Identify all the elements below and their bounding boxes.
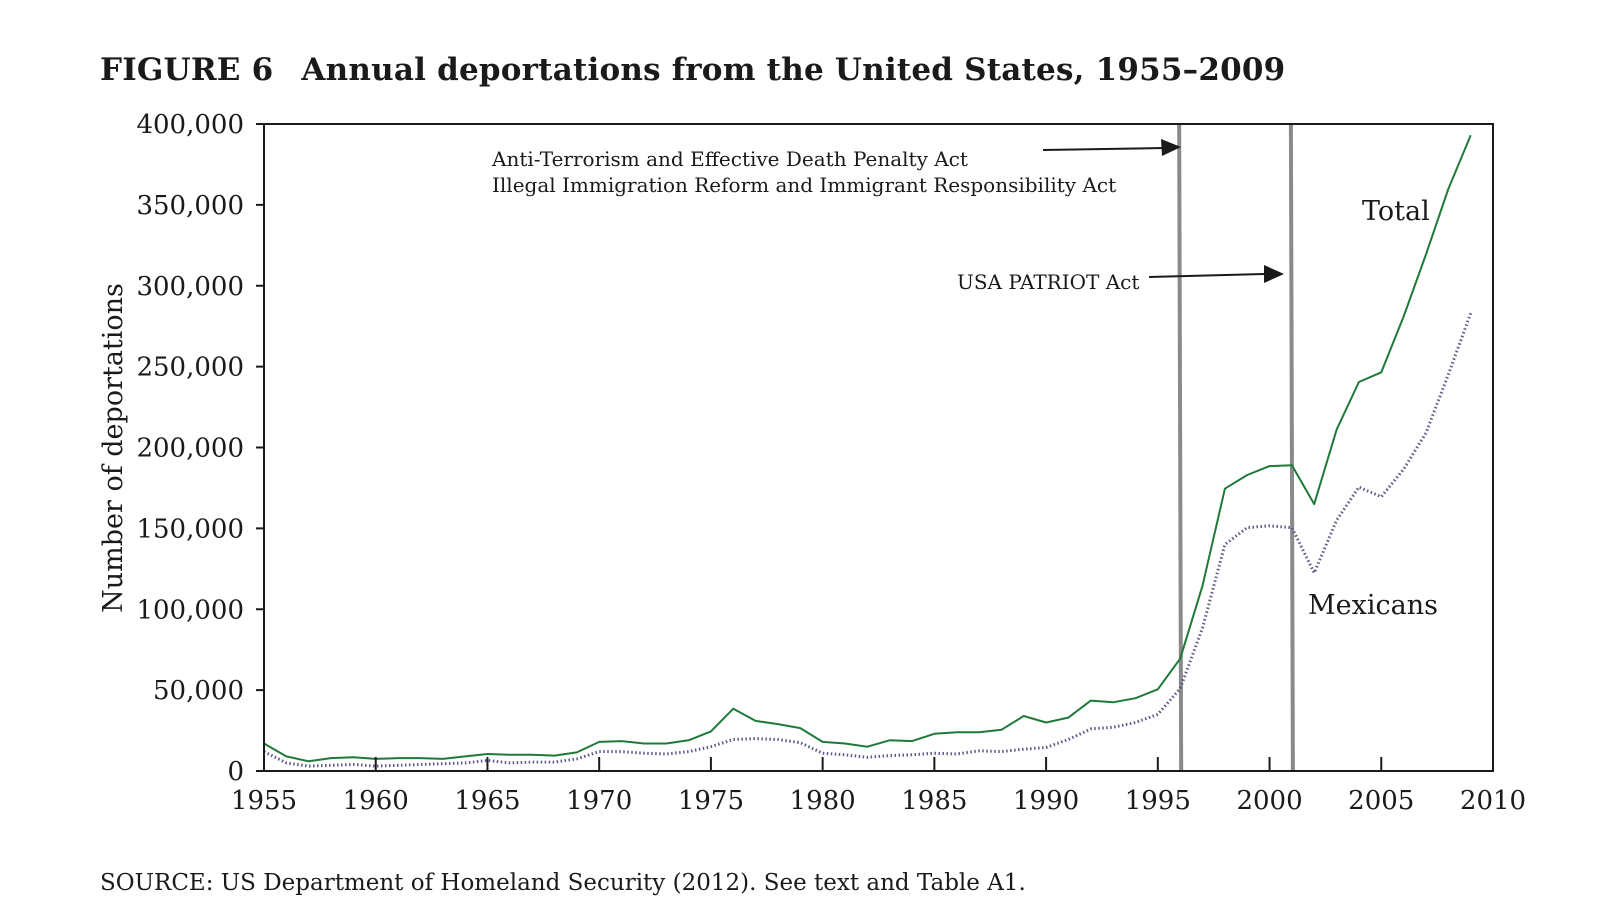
- figure-number: FIGURE 6: [100, 52, 274, 88]
- x-tick-label: 1970: [566, 786, 632, 816]
- series-label-mexicans: Mexicans: [1308, 590, 1438, 621]
- y-tick-label: 50,000: [153, 676, 244, 706]
- y-axis-label: Number of deportations: [98, 283, 129, 613]
- annotation-arrow-1996-head: [1161, 139, 1181, 156]
- annotation-arrow-2001-line: [1148, 273, 1265, 278]
- series-line-total: [263, 134, 1472, 763]
- annotation-arrow-1996-line: [1042, 147, 1164, 151]
- x-tick-label: 1960: [343, 786, 409, 816]
- y-tick-label: 300,000: [136, 272, 244, 302]
- y-tick-label: 0: [227, 757, 244, 787]
- annotation-patriot-act: USA PATRIOT Act: [957, 270, 1139, 294]
- x-tick-label: 1985: [901, 786, 967, 816]
- x-tick-label: 2010: [1460, 786, 1526, 816]
- series-line-mexicans: [263, 312, 1473, 768]
- y-axis: 0 50,000 100,000 150,000 200,000 250,000 300,0…: [136, 110, 264, 787]
- annotation-arrow-2001-head: [1264, 265, 1284, 283]
- series-layer: [263, 134, 1473, 768]
- x-tick-label: 1980: [790, 786, 856, 816]
- x-axis: 1955 1960 1965 1970 1975 1980 1985 1990 1995 2000…: [231, 757, 1526, 816]
- x-tick-label: 2000: [1236, 786, 1302, 816]
- source-note: SOURCE: US Department of Homeland Securi…: [100, 870, 1026, 896]
- legislation-markers: [1177, 123, 1295, 772]
- x-tick-label: 2005: [1348, 786, 1414, 816]
- x-tick-label: 1965: [454, 786, 520, 816]
- annotation-aedpa: Anti-Terrorism and Effective Death Penal…: [491, 147, 968, 171]
- plot-frame: [263, 123, 1494, 772]
- x-tick-label: 1990: [1013, 786, 1079, 816]
- y-tick-label: 150,000: [136, 514, 244, 544]
- x-tick-label: 1975: [678, 786, 744, 816]
- legislation-line-2001: [1288, 123, 1295, 772]
- y-tick-label: 400,000: [136, 110, 244, 140]
- x-tick-label: 1955: [231, 786, 297, 816]
- legislation-line-1996: [1177, 123, 1184, 772]
- x-tick-label: 1995: [1125, 786, 1191, 816]
- series-label-total: Total: [1362, 196, 1430, 227]
- annotation-iirira: Illegal Immigration Reform and Immigrant…: [492, 173, 1116, 197]
- figure-title-text: Annual deportations from the United Stat…: [301, 52, 1286, 88]
- y-tick-label: 350,000: [136, 191, 244, 221]
- annotations: Anti-Terrorism and Effective Death Penal…: [491, 139, 1284, 294]
- y-tick-label: 100,000: [136, 595, 244, 625]
- y-tick-label: 250,000: [136, 353, 244, 383]
- y-tick-label: 200,000: [136, 434, 244, 464]
- figure-title: FIGURE 6 Annual deportations from the Uni…: [100, 52, 1285, 88]
